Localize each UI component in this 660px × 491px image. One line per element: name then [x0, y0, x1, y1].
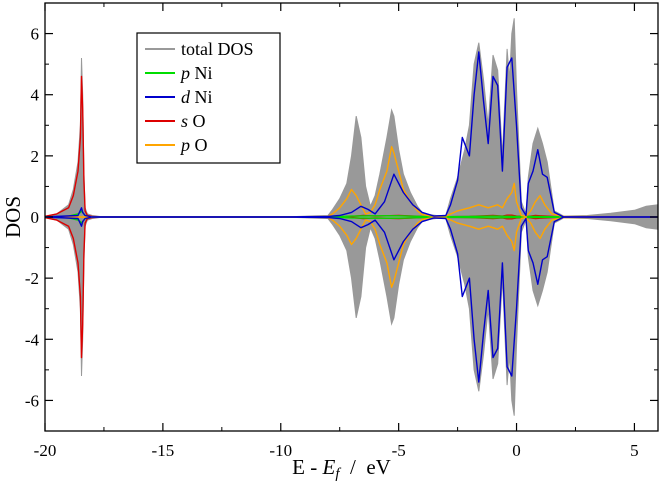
x-tick-label: 5: [630, 441, 639, 460]
legend-entry-symbol: p: [179, 135, 190, 155]
x-axis-label: E - Ef / eV: [292, 455, 391, 482]
legend-entry-label: O: [188, 111, 206, 131]
x-axis-label-symbol: E: [322, 455, 336, 479]
y-tick-label: 2: [31, 147, 40, 166]
x-tick-label: -15: [152, 441, 175, 460]
series-layer: [45, 18, 658, 416]
x-axis-label-unit: / eV: [340, 455, 391, 479]
legend-entry: s O: [181, 111, 206, 131]
y-tick-label: -4: [25, 330, 40, 349]
x-axis-label-subscript: f: [335, 466, 341, 482]
y-tick-label: -2: [25, 269, 39, 288]
series-pNi-up: [45, 210, 658, 218]
y-tick-label: 0: [31, 208, 40, 227]
legend-entry-label: Ni: [190, 87, 213, 107]
legend-entry: p Ni: [179, 63, 213, 83]
series-pO-down: [45, 216, 658, 288]
y-axis-label: DOS: [1, 196, 25, 238]
legend-entry: p O: [179, 135, 208, 155]
series-pNi-down: [45, 216, 658, 224]
legend-entry-label: Ni: [190, 63, 213, 83]
legend-entry-symbol: s: [181, 111, 188, 131]
series-dNi-up: [45, 51, 658, 218]
legend-entry-symbol: d: [181, 87, 191, 107]
legend-entry: d Ni: [181, 87, 213, 107]
x-tick-label: -5: [392, 441, 406, 460]
y-tick-label: -6: [25, 391, 39, 410]
legend-entry-label: O: [190, 135, 208, 155]
legend-entry-symbol: p: [179, 63, 190, 83]
series-pO-up: [45, 145, 658, 218]
series-dNi-down: [45, 216, 658, 383]
legend-entry-label: total DOS: [181, 39, 254, 59]
x-tick-label: -20: [34, 441, 57, 460]
x-axis-label-prefix: E -: [292, 455, 322, 479]
y-tick-label: 4: [31, 86, 40, 105]
legend-entry: total DOS: [181, 39, 254, 59]
x-tick-label: -10: [269, 441, 292, 460]
y-tick-label: 6: [31, 25, 40, 44]
x-tick-label: 0: [512, 441, 521, 460]
